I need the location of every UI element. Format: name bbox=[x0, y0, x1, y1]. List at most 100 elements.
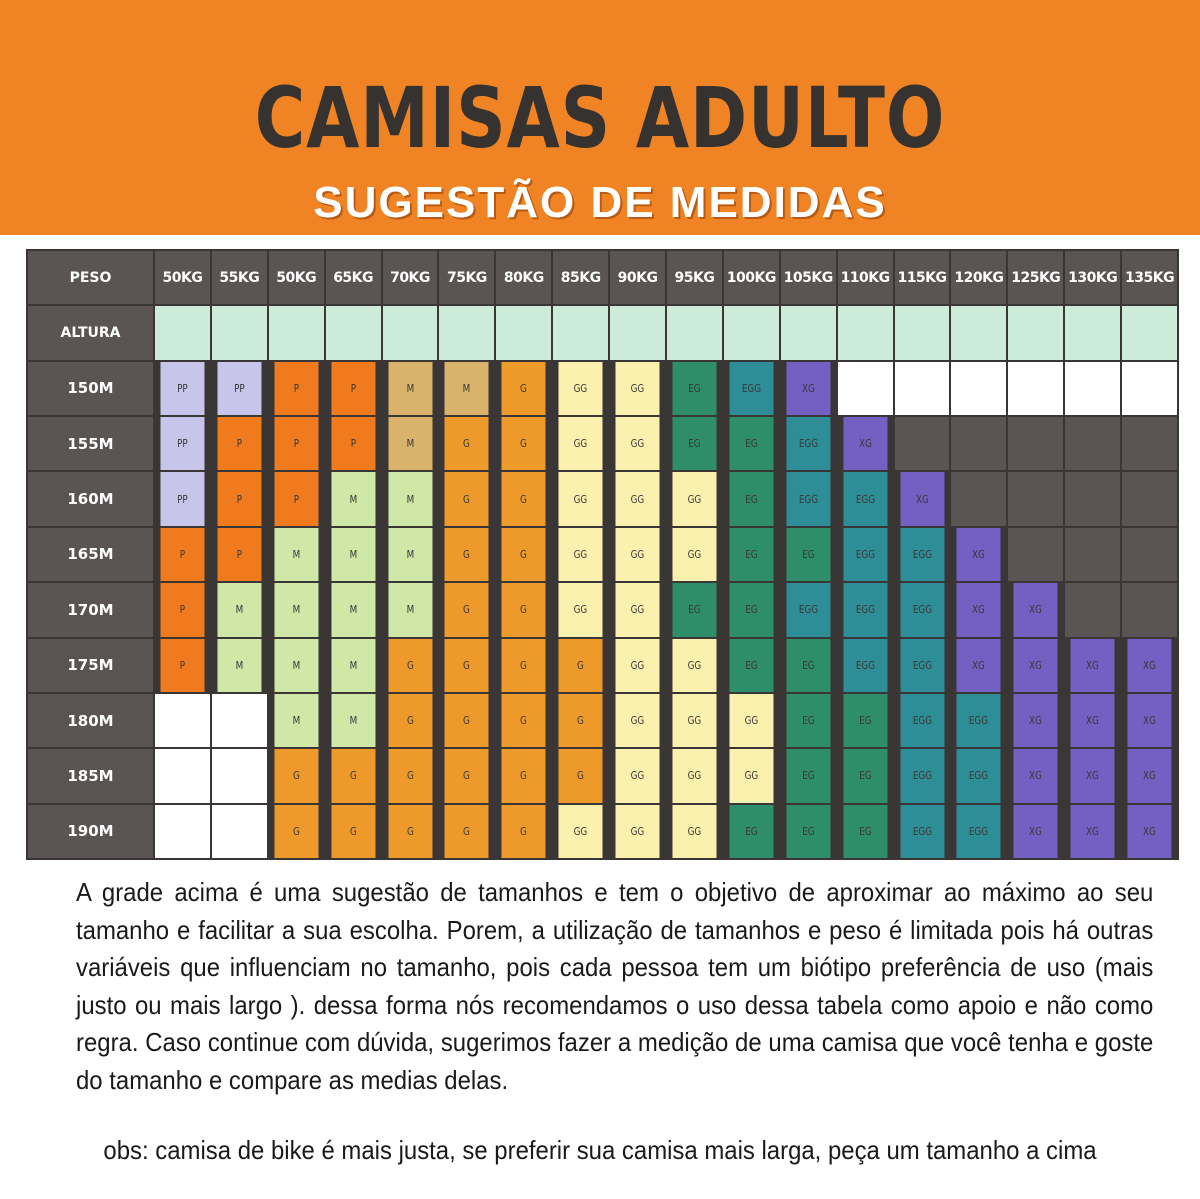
weight-header: 135KG bbox=[1122, 251, 1177, 305]
size-cell: G bbox=[444, 638, 489, 692]
size-cell: G bbox=[331, 804, 376, 858]
size-cell: EGG bbox=[786, 417, 831, 471]
altura-cell bbox=[268, 306, 324, 360]
size-cell: EG bbox=[672, 417, 717, 471]
size-cell: GG bbox=[615, 472, 660, 526]
size-cell: GG bbox=[615, 527, 660, 582]
size-cell: G bbox=[501, 527, 546, 582]
size-cell: EGG bbox=[786, 583, 831, 637]
size-cell: GG bbox=[672, 749, 717, 803]
size-cell: EG bbox=[843, 804, 888, 858]
size-cell: P bbox=[217, 472, 262, 526]
size-cell: GG bbox=[729, 749, 774, 803]
height-label: 165M bbox=[28, 527, 153, 582]
altura-cell bbox=[667, 306, 722, 360]
empty-cell bbox=[951, 361, 1007, 416]
size-cell: XG bbox=[956, 583, 1001, 637]
empty-cell bbox=[1065, 527, 1121, 582]
size-cell: GG bbox=[615, 638, 660, 692]
size-cell: EG bbox=[672, 361, 717, 416]
weight-header: 50KG bbox=[268, 251, 324, 305]
size-cell: XG bbox=[786, 361, 831, 416]
size-cell: M bbox=[444, 361, 489, 416]
size-cell: EGG bbox=[956, 804, 1001, 858]
weight-header: 65KG bbox=[325, 251, 381, 305]
weight-header: 115KG bbox=[894, 251, 950, 305]
size-cell: XG bbox=[900, 472, 944, 526]
size-cell: G bbox=[388, 638, 432, 692]
empty-cell bbox=[211, 804, 267, 858]
size-cell: G bbox=[444, 749, 489, 803]
size-cell: G bbox=[558, 749, 603, 803]
empty-cell bbox=[1122, 417, 1177, 471]
weight-header: 55KG bbox=[211, 251, 267, 305]
size-cell: M bbox=[331, 472, 376, 526]
size-cell: GG bbox=[615, 583, 660, 637]
altura-cell bbox=[723, 306, 779, 360]
empty-cell bbox=[894, 417, 950, 471]
altura-cell bbox=[780, 306, 836, 360]
size-cell: GG bbox=[615, 417, 660, 471]
altura-cell bbox=[610, 306, 665, 360]
empty-cell bbox=[211, 693, 267, 748]
size-cell: M bbox=[331, 527, 376, 582]
size-cell: EG bbox=[729, 583, 774, 637]
size-cell: G bbox=[444, 527, 489, 582]
size-cell: GG bbox=[615, 804, 660, 858]
size-cell: GG bbox=[615, 361, 660, 416]
size-cell: G bbox=[388, 804, 432, 858]
size-cell: XG bbox=[1127, 749, 1172, 803]
size-cell: GG bbox=[558, 583, 603, 637]
size-cell: GG bbox=[615, 693, 660, 748]
height-label: 180M bbox=[28, 693, 153, 748]
size-cell: G bbox=[501, 417, 546, 471]
size-cell: XG bbox=[1127, 804, 1172, 858]
size-cell: EGG bbox=[900, 693, 944, 748]
size-cell: XG bbox=[1013, 749, 1058, 803]
size-cell: XG bbox=[843, 417, 888, 471]
size-cell: G bbox=[388, 693, 432, 748]
size-cell: EG bbox=[786, 749, 831, 803]
size-cell: EG bbox=[729, 472, 774, 526]
size-cell: EGG bbox=[900, 749, 944, 803]
empty-cell bbox=[155, 693, 210, 748]
altura-cell bbox=[211, 306, 267, 360]
empty-cell bbox=[1122, 583, 1177, 637]
size-cell: M bbox=[331, 638, 376, 692]
size-cell: GG bbox=[615, 749, 660, 803]
altura-cell bbox=[1008, 306, 1064, 360]
size-cell: G bbox=[501, 749, 546, 803]
size-cell: G bbox=[501, 472, 546, 526]
size-cell: G bbox=[558, 638, 603, 692]
size-cell: G bbox=[501, 693, 546, 748]
size-cell: GG bbox=[672, 638, 717, 692]
size-cell: M bbox=[331, 583, 376, 637]
empty-cell bbox=[1008, 417, 1064, 471]
empty-cell bbox=[1065, 583, 1121, 637]
empty-cell bbox=[1065, 361, 1121, 416]
size-cell: XG bbox=[1013, 583, 1058, 637]
size-cell: EG bbox=[786, 804, 831, 858]
height-label: 175M bbox=[28, 638, 153, 692]
altura-cell bbox=[155, 306, 210, 360]
size-cell: XG bbox=[1070, 638, 1115, 692]
size-cell: PP bbox=[160, 417, 205, 471]
size-cell: EGG bbox=[843, 638, 888, 692]
size-cell: EGG bbox=[900, 804, 944, 858]
altura-cell bbox=[894, 306, 950, 360]
empty-cell bbox=[1122, 527, 1177, 582]
size-cell: P bbox=[274, 472, 319, 526]
weight-header: 95KG bbox=[667, 251, 722, 305]
size-cell: XG bbox=[1013, 804, 1058, 858]
height-label: 185M bbox=[28, 749, 153, 803]
size-cell: P bbox=[274, 417, 319, 471]
size-cell: G bbox=[501, 804, 546, 858]
empty-cell bbox=[1065, 417, 1121, 471]
empty-cell bbox=[1065, 472, 1121, 526]
size-cell: M bbox=[331, 693, 376, 748]
size-cell: EG bbox=[843, 693, 888, 748]
size-cell: G bbox=[388, 749, 432, 803]
size-cell: G bbox=[501, 583, 546, 637]
empty-cell bbox=[155, 749, 210, 803]
weight-header: 85KG bbox=[553, 251, 609, 305]
